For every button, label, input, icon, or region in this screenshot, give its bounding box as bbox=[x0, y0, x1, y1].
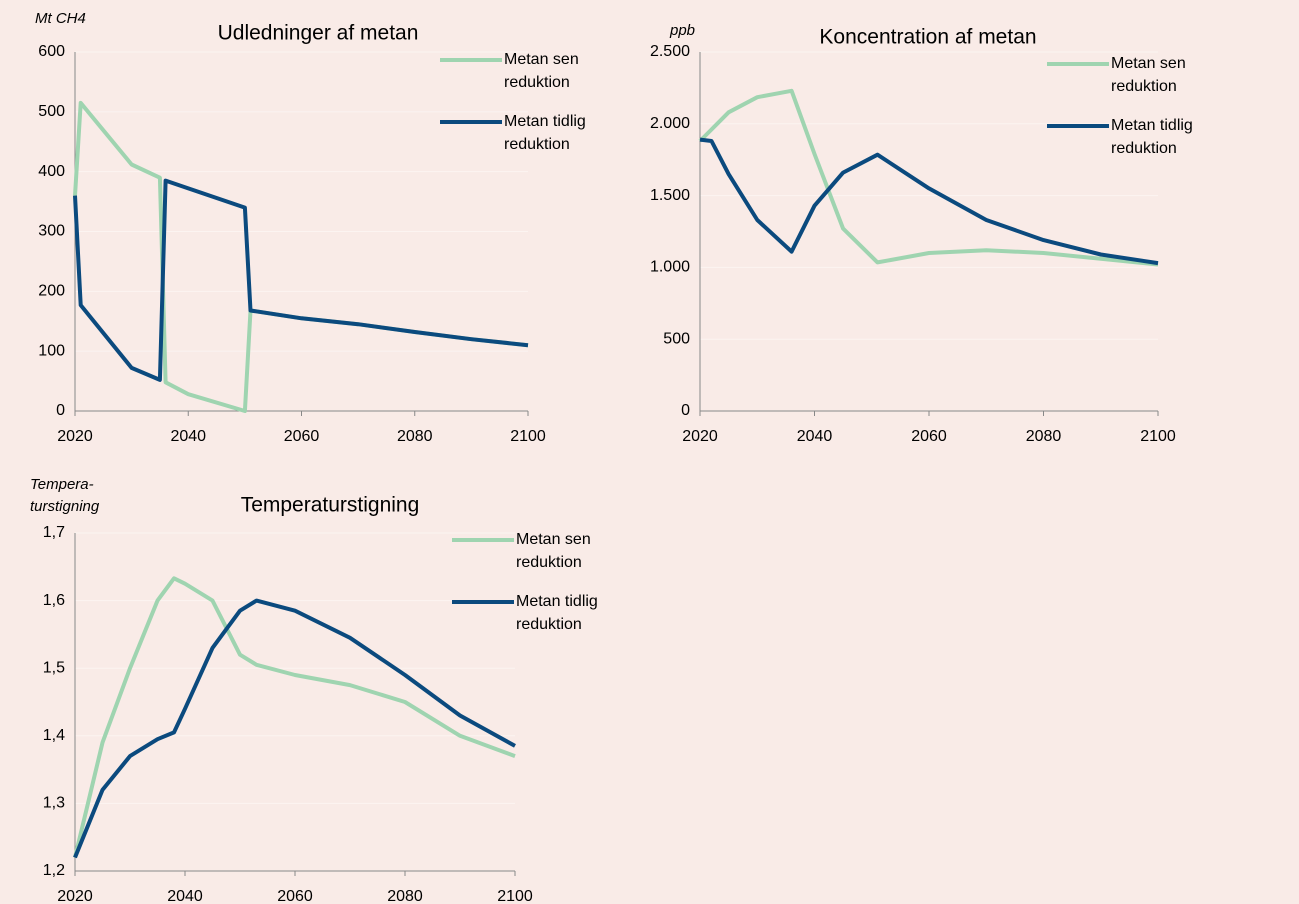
data-line bbox=[698, 88, 1159, 267]
data-line bbox=[699, 137, 1159, 266]
x-tick-label: 2040 bbox=[167, 888, 203, 904]
x-tick-label: 2040 bbox=[170, 428, 206, 445]
y-tick-label: 1,7 bbox=[43, 524, 65, 541]
x-tick-label: 2100 bbox=[1140, 428, 1176, 445]
legend-label: Metan sen reduktion bbox=[504, 51, 579, 91]
data-line bbox=[73, 100, 529, 413]
y-tick-label: 1,4 bbox=[43, 727, 65, 744]
y-tick-label: 0 bbox=[56, 402, 65, 419]
chart-title: Udledninger af metan bbox=[218, 22, 419, 45]
y-tick-label: 500 bbox=[663, 330, 690, 347]
y-tick-label: 200 bbox=[38, 283, 65, 300]
chart-title: Koncentration af metan bbox=[819, 26, 1036, 49]
x-tick-label: 2020 bbox=[57, 428, 93, 445]
y-tick-label: 1,6 bbox=[43, 592, 65, 609]
x-tick-label: 2060 bbox=[911, 428, 947, 445]
y-tick-label: 0 bbox=[681, 402, 690, 419]
y-tick-label: 1,2 bbox=[43, 862, 65, 879]
legend-label: Metan tidlig reduktion bbox=[516, 593, 598, 633]
y-tick-label: 2.000 bbox=[650, 115, 690, 132]
data-line bbox=[73, 598, 516, 859]
y-tick-label: 600 bbox=[38, 43, 65, 60]
x-tick-label: 2080 bbox=[397, 428, 433, 445]
y-tick-label: 2.500 bbox=[650, 43, 690, 60]
y-axis-label: Mt CH4 bbox=[35, 10, 86, 27]
y-axis-label: ppb bbox=[670, 22, 696, 39]
legend-label: Metan sen reduktion bbox=[1111, 55, 1186, 95]
y-tick-label: 100 bbox=[38, 342, 65, 359]
legend-label: Metan tidlig reduktion bbox=[1111, 117, 1193, 157]
x-tick-label: 2060 bbox=[284, 428, 320, 445]
x-tick-label: 2080 bbox=[1026, 428, 1062, 445]
y-tick-label: 1.500 bbox=[650, 187, 690, 204]
x-tick-label: 2100 bbox=[497, 888, 533, 904]
data-line bbox=[73, 576, 516, 858]
x-tick-label: 2040 bbox=[797, 428, 833, 445]
x-tick-label: 2080 bbox=[387, 888, 423, 904]
y-tick-label: 500 bbox=[38, 103, 65, 120]
legend-label: Metan tidlig reduktion bbox=[504, 113, 586, 153]
x-tick-label: 2020 bbox=[57, 888, 93, 904]
y-tick-label: 1.000 bbox=[650, 259, 690, 276]
legend-label: Metan sen reduktion bbox=[516, 531, 591, 571]
data-line bbox=[73, 178, 529, 382]
y-tick-label: 300 bbox=[38, 223, 65, 240]
y-tick-label: 400 bbox=[38, 163, 65, 180]
y-tick-label: 1,3 bbox=[43, 795, 65, 812]
chart-title: Temperaturstigning bbox=[241, 494, 420, 517]
x-tick-label: 2020 bbox=[682, 428, 718, 445]
y-axis-label: Tempera- turstigning bbox=[30, 476, 100, 515]
x-tick-label: 2100 bbox=[510, 428, 546, 445]
x-tick-label: 2060 bbox=[277, 888, 313, 904]
y-tick-label: 1,5 bbox=[43, 659, 65, 676]
